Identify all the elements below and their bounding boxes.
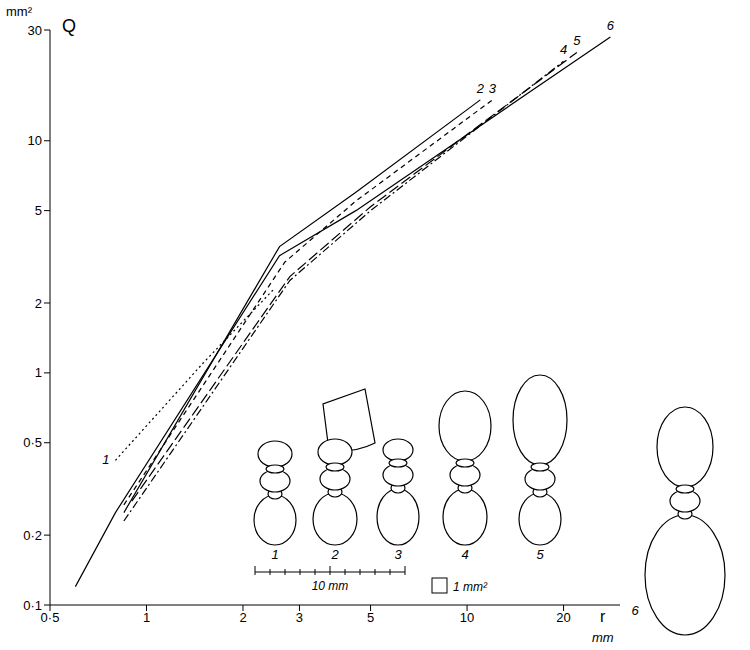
svg-text:5: 5: [536, 547, 544, 562]
svg-text:Q: Q: [62, 16, 76, 36]
svg-text:1: 1: [35, 365, 42, 380]
svg-text:4: 4: [560, 42, 567, 57]
svg-text:mm: mm: [592, 630, 614, 645]
svg-text:5: 5: [367, 610, 374, 625]
svg-text:1: 1: [271, 547, 278, 562]
svg-text:10: 10: [28, 133, 42, 148]
svg-text:4: 4: [461, 547, 468, 562]
svg-text:10: 10: [460, 610, 474, 625]
svg-text:3: 3: [296, 610, 303, 625]
svg-text:2: 2: [476, 81, 485, 96]
svg-text:2: 2: [239, 610, 246, 625]
svg-text:1: 1: [143, 610, 150, 625]
svg-text:3: 3: [489, 81, 497, 96]
svg-text:0·5: 0·5: [41, 610, 60, 625]
svg-text:0·1: 0·1: [23, 598, 42, 613]
svg-text:2: 2: [330, 547, 339, 562]
svg-text:5: 5: [573, 33, 581, 48]
svg-text:10 mm: 10 mm: [312, 579, 349, 593]
svg-text:30: 30: [28, 23, 42, 38]
svg-text:mm²: mm²: [6, 4, 33, 19]
svg-text:6: 6: [631, 603, 639, 618]
svg-text:0·2: 0·2: [23, 528, 42, 543]
svg-text:1: 1: [102, 452, 109, 467]
svg-text:5: 5: [35, 203, 42, 218]
svg-text:r: r: [600, 608, 606, 625]
svg-text:2: 2: [35, 296, 42, 311]
svg-text:3: 3: [394, 547, 402, 562]
svg-text:0·5: 0·5: [23, 435, 42, 450]
svg-text:6: 6: [607, 18, 615, 33]
svg-text:20: 20: [556, 610, 570, 625]
svg-text:1 mm²: 1 mm²: [453, 580, 488, 594]
